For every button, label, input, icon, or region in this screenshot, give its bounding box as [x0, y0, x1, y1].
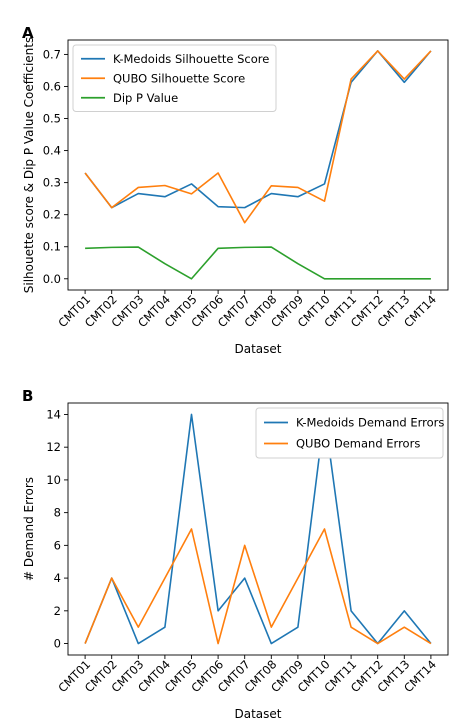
x-axis-label: Dataset	[235, 707, 282, 721]
legend: K-Medoids Silhouette Score QUBO Silhouett…	[72, 44, 277, 112]
legend: K-Medoids Demand Errors QUBO Demand Error…	[255, 407, 444, 459]
chart-panel-a: A0.00.10.20.30.40.50.60.7CMT01CMT02CMT03…	[22, 24, 449, 356]
y-tick-label: 6	[54, 538, 61, 552]
plot-frame	[67, 39, 449, 291]
legend-entry: Dip P Value	[113, 91, 178, 105]
y-tick-label: 0.4	[43, 144, 61, 158]
panel-label: A	[22, 24, 34, 42]
y-tick-label: 0.2	[43, 208, 61, 222]
y-tick-label: 12	[46, 440, 61, 454]
legend-box	[255, 407, 444, 459]
series-line-3	[85, 246, 431, 280]
y-tick-label: 4	[54, 571, 61, 585]
series-line-2	[84, 50, 432, 224]
y-tick-label: 8	[54, 506, 61, 520]
chart-panel-b: B02468101214CMT01CMT02CMT03CMT04CMT05CMT…	[22, 387, 449, 721]
y-tick-label: 0.6	[43, 79, 61, 93]
plot-frame	[67, 402, 449, 656]
y-tick-label: 0.1	[43, 240, 61, 254]
y-axis-label: # Demand Errors	[22, 477, 36, 581]
y-tick-label: 2	[54, 604, 61, 618]
legend-entry: K-Medoids Silhouette Score	[113, 52, 269, 66]
y-axis-label: Silhouette score & Dip P Value Coefficie…	[22, 37, 36, 293]
x-axis-label: Dataset	[235, 342, 282, 356]
y-tick-label: 0.7	[43, 47, 61, 61]
y-tick-label: 10	[46, 473, 61, 487]
series-line-1	[84, 413, 432, 645]
legend-entry: QUBO Demand Errors	[296, 437, 420, 451]
panel-label: B	[22, 387, 33, 405]
y-tick-label: 0.3	[43, 176, 61, 190]
y-tick-label: 0	[54, 637, 61, 651]
legend-box	[72, 44, 277, 112]
legend-entry: QUBO Silhouette Score	[113, 71, 245, 85]
y-tick-label: 0.5	[43, 112, 61, 126]
y-tick-label: 14	[46, 407, 61, 421]
y-tick-label: 0.0	[43, 272, 61, 286]
legend-entry: K-Medoids Demand Errors	[296, 416, 444, 430]
series-line-2	[84, 528, 432, 645]
